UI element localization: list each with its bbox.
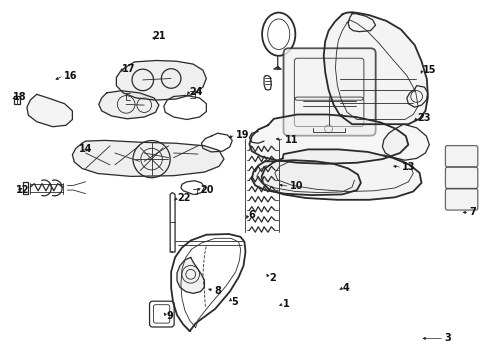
Text: 13: 13 [401, 162, 415, 172]
Text: 2: 2 [268, 273, 275, 283]
Text: 15: 15 [422, 65, 435, 75]
Text: 5: 5 [230, 297, 237, 307]
Polygon shape [27, 94, 72, 127]
Text: 12: 12 [16, 185, 29, 195]
Polygon shape [251, 160, 360, 195]
Text: 10: 10 [289, 181, 303, 192]
Text: 18: 18 [13, 92, 27, 102]
Text: 3: 3 [443, 333, 450, 343]
Text: 17: 17 [122, 64, 136, 74]
Text: 21: 21 [152, 31, 166, 41]
Text: 9: 9 [166, 311, 173, 321]
FancyBboxPatch shape [445, 145, 477, 167]
Text: 14: 14 [79, 144, 93, 154]
Polygon shape [249, 114, 407, 164]
Polygon shape [116, 60, 206, 100]
Text: 16: 16 [63, 71, 77, 81]
FancyBboxPatch shape [445, 189, 477, 210]
Text: 24: 24 [189, 87, 203, 97]
FancyBboxPatch shape [283, 48, 375, 136]
Text: 4: 4 [342, 283, 348, 293]
Polygon shape [261, 149, 421, 200]
Text: 11: 11 [284, 135, 298, 145]
Text: 20: 20 [200, 185, 214, 195]
Text: 8: 8 [214, 286, 221, 296]
Polygon shape [382, 124, 428, 160]
FancyBboxPatch shape [445, 167, 477, 189]
Text: 1: 1 [282, 299, 289, 309]
Text: 6: 6 [247, 210, 254, 220]
Text: 22: 22 [177, 193, 190, 203]
Text: 7: 7 [468, 207, 475, 217]
Polygon shape [177, 257, 204, 293]
Text: 19: 19 [235, 130, 249, 140]
Polygon shape [72, 140, 224, 176]
Text: 23: 23 [417, 113, 430, 123]
Polygon shape [99, 91, 159, 119]
Polygon shape [323, 12, 427, 124]
